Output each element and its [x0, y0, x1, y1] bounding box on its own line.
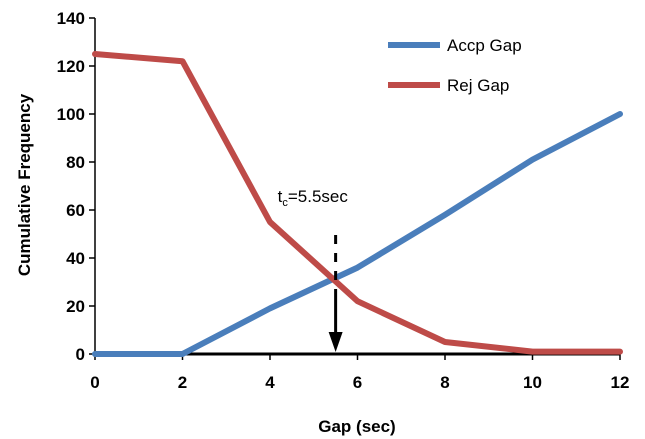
series-line-accp-gap: [92, 111, 623, 357]
y-tick-label: 20: [66, 297, 85, 316]
y-tick-label: 0: [76, 345, 85, 364]
critical-gap-annotation: tc=5.5sec: [278, 187, 349, 352]
x-axis-title: Gap (sec): [318, 417, 395, 436]
annotation-arrow-head: [328, 332, 343, 352]
y-axis-title: Cumulative Frequency: [15, 93, 34, 276]
series-layer: [92, 51, 623, 357]
y-tick-label: 60: [66, 201, 85, 220]
x-tick-label: 2: [178, 373, 187, 392]
annotation-t: t: [278, 187, 283, 206]
y-axis-ticks: 0 20 40 60 80 100 120 140: [57, 9, 95, 364]
x-tick-label: 0: [90, 373, 99, 392]
y-tick-label: 140: [57, 9, 85, 28]
annotation-subscript: c: [282, 197, 288, 209]
legend-label-accp-gap: Accp Gap: [447, 36, 522, 55]
annotation-label: tc=5.5sec: [278, 187, 349, 209]
x-axis-ticks: 0 2 4 6 8 10 12: [90, 354, 629, 392]
series-line-rej-gap: [92, 51, 623, 355]
x-tick-label: 6: [353, 373, 362, 392]
y-tick-label: 80: [66, 153, 85, 172]
x-tick-label: 8: [440, 373, 449, 392]
x-tick-label: 4: [265, 373, 275, 392]
y-tick-label: 120: [57, 57, 85, 76]
x-tick-label: 10: [523, 373, 542, 392]
x-tick-label: 12: [611, 373, 630, 392]
annotation-rest: =5.5sec: [288, 187, 349, 206]
legend-label-rej-gap: Rej Gap: [447, 76, 509, 95]
y-tick-label: 40: [66, 249, 85, 268]
legend: Accp Gap Rej Gap: [388, 36, 522, 95]
y-tick-label: 100: [57, 105, 85, 124]
